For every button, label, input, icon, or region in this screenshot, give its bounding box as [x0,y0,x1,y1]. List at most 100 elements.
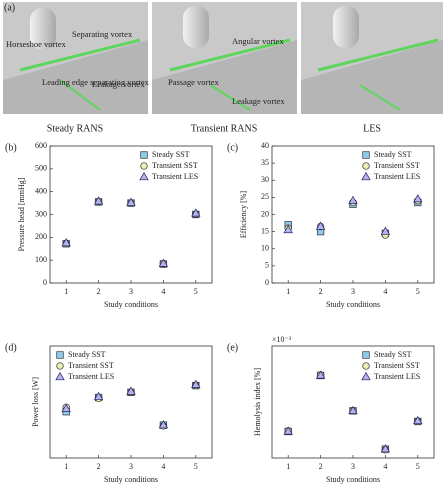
y-axis-label: Power loss [W] [31,377,40,427]
y-tick-label: 0 [265,278,269,287]
legend-marker [362,351,370,359]
marker-triangle [93,391,104,400]
x-tick-label: 4 [161,462,165,471]
annotation: Leading edge separating vortex [42,77,150,87]
y-tick-label: 0 [43,278,47,287]
marker-triangle [348,405,358,414]
legend-label: Transient SST [374,161,420,170]
x-axis-label: Study conditions [326,475,380,484]
marker-triangle [315,370,326,379]
x-tick-label: 2 [319,462,323,471]
marker-triangle [348,195,358,204]
marker-triangle [283,224,293,234]
y-tick-label: 500 [35,164,47,173]
legend-label: Steady SST [152,150,190,159]
x-tick-label: 4 [383,287,387,296]
legend-label: Steady SST [68,350,106,359]
legend-marker [140,151,148,159]
x-tick-label: 1 [64,462,68,471]
annotation: Leakage vortex [92,79,145,89]
annotation: Separating vortex [72,29,133,39]
x-tick-label: 1 [64,287,68,296]
caption: Transient RANS [191,123,258,134]
x-tick-label: 4 [383,462,387,471]
y-axis-label: Efficiency [%] [239,191,248,238]
y-tick-label: 40 [261,141,269,150]
legend-marker [55,372,65,381]
x-tick-label: 5 [416,287,420,296]
marker-triangle [413,415,423,425]
panel-label: (d) [5,342,17,353]
marker-triangle [315,221,326,230]
panel-label: (e) [227,342,238,353]
y-axis-label: Hemolysis index [%] [253,368,262,436]
x-tick-label: 1 [286,287,290,296]
marker-triangle [126,197,136,206]
marker-triangle [413,194,423,203]
x-tick-label: 2 [319,287,323,296]
y-tick-label: 20 [261,209,269,218]
y-axis-label: Pressure head [mmHg] [17,177,26,251]
x-tick-label: 3 [351,462,355,471]
y-tick-label: 30 [261,175,269,184]
y-tick-label: 300 [35,209,47,218]
marker-triangle [380,444,391,453]
marker-triangle [380,226,391,235]
marker-triangle [158,420,169,429]
legend-label: Transient SST [374,361,420,370]
y-tick-label: 25 [261,192,269,201]
legend-marker [362,162,370,170]
x-axis-label: Study conditions [104,475,158,484]
x-axis-label: Study conditions [326,300,380,309]
legend-marker [56,362,64,370]
x-tick-label: 3 [129,287,133,296]
legend-label: Transient LES [68,372,114,381]
marker-triangle [61,403,71,412]
x-tick-label: 5 [416,462,420,471]
marker-triangle [61,238,71,247]
y-tick-label: 100 [35,255,47,264]
legend-marker [362,362,370,370]
legend-label: Steady SST [374,150,412,159]
panel-label: (c) [227,142,238,153]
legend-marker [140,162,148,170]
x-axis-label: Study conditions [104,300,158,309]
x-tick-label: 5 [194,462,198,471]
marker-triangle [93,196,104,205]
rendering-les [301,2,443,114]
annotation: Horseshoe vortex [6,39,66,49]
y-tick-label: 35 [261,158,269,167]
x-tick-label: 5 [194,287,198,296]
y-tick-label: 600 [35,141,47,150]
x-tick-label: 3 [351,287,355,296]
y-tick-label: 200 [35,232,47,241]
legend-marker [361,172,371,181]
caption: Steady RANS [47,123,103,134]
rendering-steady [3,2,148,114]
legend-label: Transient SST [68,361,114,370]
x-tick-label: 2 [97,462,101,471]
legend-marker [139,172,149,181]
x-tick-label: 4 [161,287,165,296]
panel-label: (b) [5,142,17,153]
legend-marker [361,372,371,381]
legend-label: Transient LES [374,172,420,181]
legend-marker [362,151,370,159]
legend-marker [56,351,64,359]
legend-label: Transient LES [374,372,420,381]
y-tick-label: 400 [35,186,47,195]
legend-label: Steady SST [374,350,412,359]
x-tick-label: 1 [286,462,290,471]
y-tick-label: 10 [261,244,269,253]
caption: LES [363,123,381,134]
marker-triangle [283,426,293,435]
y-tick-label: 15 [261,226,269,235]
marker-triangle [191,208,201,217]
panel-label: (a) [4,2,15,13]
marker-triangle [158,258,169,267]
x-tick-label: 3 [129,462,133,471]
legend-label: Transient SST [152,161,198,170]
annotation: Angular vortex [232,36,284,46]
y-scale-label: ×10⁻³ [272,335,292,344]
